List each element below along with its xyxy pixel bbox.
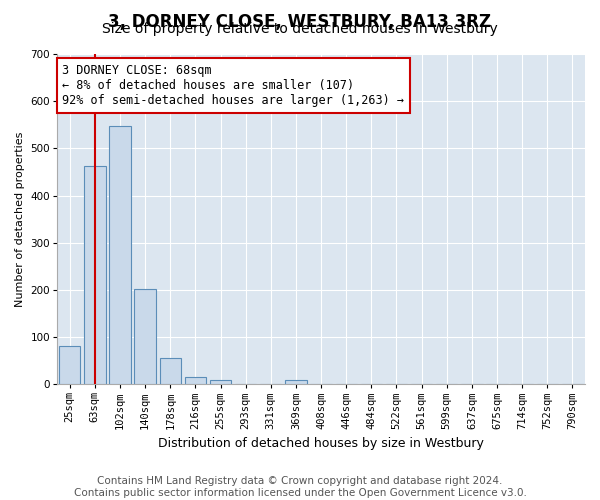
- Bar: [210, 380, 231, 384]
- Bar: [185, 377, 206, 384]
- Bar: [160, 358, 181, 384]
- Bar: [285, 380, 307, 384]
- Text: 3, DORNEY CLOSE, WESTBURY, BA13 3RZ: 3, DORNEY CLOSE, WESTBURY, BA13 3RZ: [109, 12, 491, 30]
- Bar: [109, 126, 131, 384]
- Bar: [84, 166, 106, 384]
- Text: Size of property relative to detached houses in Westbury: Size of property relative to detached ho…: [102, 22, 498, 36]
- Text: 3 DORNEY CLOSE: 68sqm
← 8% of detached houses are smaller (107)
92% of semi-deta: 3 DORNEY CLOSE: 68sqm ← 8% of detached h…: [62, 64, 404, 107]
- Bar: [134, 289, 156, 384]
- X-axis label: Distribution of detached houses by size in Westbury: Distribution of detached houses by size …: [158, 437, 484, 450]
- Bar: [59, 346, 80, 384]
- Text: Contains HM Land Registry data © Crown copyright and database right 2024.
Contai: Contains HM Land Registry data © Crown c…: [74, 476, 526, 498]
- Y-axis label: Number of detached properties: Number of detached properties: [15, 132, 25, 307]
